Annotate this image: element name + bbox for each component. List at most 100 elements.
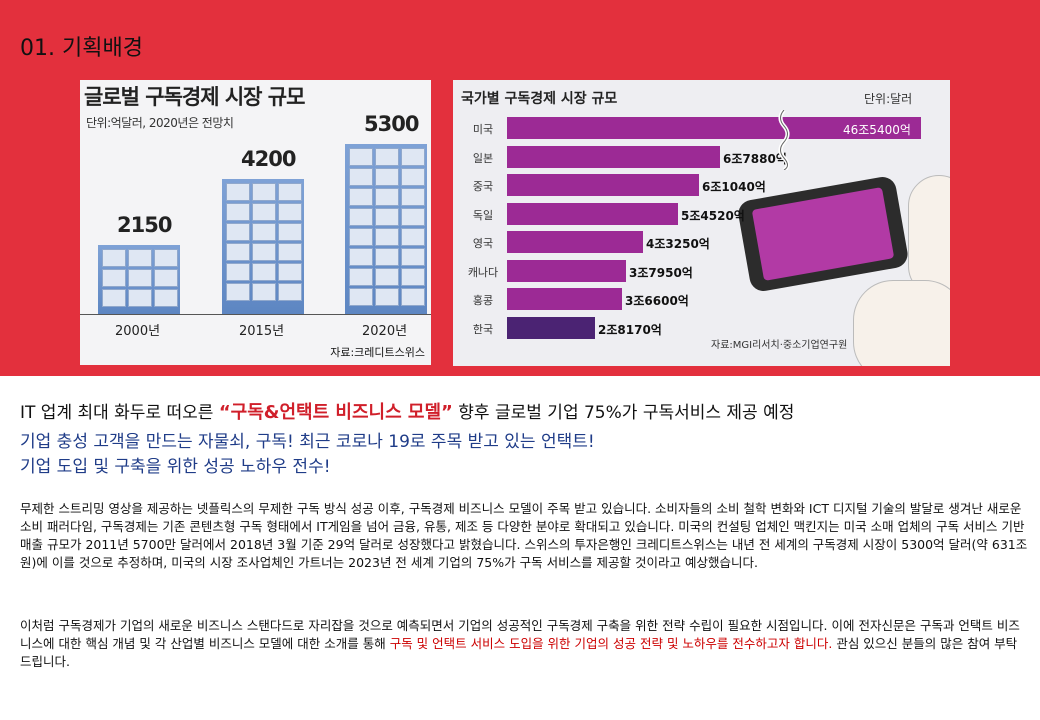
bar-block — [349, 208, 373, 226]
right-chart-category-label: 영국 — [472, 237, 494, 250]
country-market-chart: 국가별 구독경제 시장 규모 단위:달러 미국 46조5400억 일본 6조7880억… — [453, 80, 950, 366]
bar-block — [128, 269, 152, 287]
bar-block — [375, 208, 399, 226]
bar-block — [226, 263, 250, 281]
right-chart-value-label: 3조7950억 — [629, 265, 693, 280]
bar-block — [349, 268, 373, 286]
bar-block — [401, 148, 425, 166]
right-chart-bar — [507, 117, 921, 139]
bar-block — [349, 288, 373, 306]
bar-block — [252, 243, 276, 261]
right-chart-value-label: 6조1040억 — [702, 180, 766, 194]
bar-block — [252, 183, 276, 201]
bar-block — [278, 243, 302, 261]
right-chart-title: 국가별 구독경제 시장 규모 — [461, 91, 618, 107]
right-chart-bar — [507, 231, 643, 253]
left-chart-title: 글로벌 구독경제 시장 규모 — [84, 85, 305, 109]
bar-block — [102, 269, 126, 287]
bar-block — [226, 223, 250, 241]
bar-block — [128, 289, 152, 307]
bar-block — [128, 249, 152, 267]
right-chart-source: 자료:MGI리서치·중소기업연구원 — [711, 340, 848, 351]
bar-block — [401, 228, 425, 246]
paragraph-2-text: 이처럼 구독경제가 기업의 새로운 비즈니스 스탠다드로 자리잡을 것으로 예측… — [20, 618, 1020, 651]
right-chart-unit: 단위:달러 — [864, 92, 913, 106]
bar-block — [252, 263, 276, 281]
subheadline-1: 기업 충성 고객을 만드는 자물쇠, 구독! 최근 코로나 19로 주목 받고 … — [20, 432, 595, 452]
global-market-chart: 글로벌 구독경제 시장 규모 단위:억달러, 2020년은 전망치 2150 20… — [80, 80, 431, 365]
bar-block — [375, 228, 399, 246]
right-chart-category-label: 독일 — [472, 208, 494, 222]
headline-suffix: 향후 글로벌 기업 75%가 구독서비스 제공 예정 — [452, 403, 795, 423]
bar-block — [349, 228, 373, 246]
bar-block — [102, 289, 126, 307]
slide-title: 01. 기획배경 — [20, 36, 143, 61]
bar-block — [375, 148, 399, 166]
bar-block — [401, 188, 425, 206]
subheadline-2: 기업 도입 및 구축을 위한 성공 노하우 전수! — [20, 457, 331, 477]
right-chart-category-label: 한국 — [472, 322, 494, 336]
bar-block — [375, 168, 399, 186]
right-chart-category-label: 캐나다 — [467, 265, 499, 279]
right-chart-bar — [507, 316, 595, 339]
bar-block — [278, 223, 302, 241]
left-chart-axis — [80, 314, 431, 315]
left-hand-illustration — [853, 280, 950, 366]
bar-block — [154, 289, 178, 307]
bar-block — [349, 148, 373, 166]
bar-block — [401, 288, 425, 306]
left-chart-value-label: 5300 — [364, 112, 419, 136]
bar-block — [226, 283, 250, 301]
paragraph-2-closing: 관심 있으신 분들의 많은 참여 부탁 드립니다. — [20, 636, 1018, 669]
bar-block — [401, 168, 425, 186]
bar-block — [375, 268, 399, 286]
bar-block — [102, 249, 126, 267]
axis-break-icon — [778, 110, 790, 170]
bar-block — [278, 203, 302, 221]
bar-block — [278, 283, 302, 301]
bar-block — [252, 223, 276, 241]
right-chart-value-label: 3조6600억 — [625, 294, 689, 308]
bar-block — [154, 269, 178, 287]
bar-block — [252, 203, 276, 221]
paragraph-2-emphasis: 구독 및 언택트 서비스 도입을 위한 기업의 성공 전략 및 노하우를 전수하… — [389, 636, 833, 651]
body-paragraph-2: 이처럼 구독경제가 기업의 새로운 비즈니스 스탠다드로 자리잡을 것으로 예측… — [20, 617, 1030, 671]
headline: IT 업계 최대 화두로 떠오른 “구독&언택트 비즈니스 모델” 향후 글로벌… — [20, 398, 794, 424]
left-chart-value-label: 4200 — [241, 147, 296, 171]
right-hand-illustration — [908, 175, 950, 297]
right-chart-bar — [507, 288, 622, 310]
left-chart-year-label: 2015년 — [239, 324, 285, 339]
bar-block — [375, 248, 399, 266]
headline-highlight: “구독&언택트 비즈니스 모델” — [218, 402, 453, 423]
right-chart-value-label: 4조3250억 — [646, 237, 710, 251]
bar-block — [154, 249, 178, 267]
bar-block — [349, 188, 373, 206]
bar-block — [226, 183, 250, 201]
left-chart-bar — [345, 144, 427, 314]
bar-block — [375, 188, 399, 206]
left-chart-source: 자료:크레디트스위스 — [330, 346, 425, 359]
body-paragraph-1: 무제한 스트리밍 영상을 제공하는 넷플릭스의 무제한 구독 방식 성공 이후,… — [20, 501, 1028, 570]
right-chart-category-label: 일본 — [472, 151, 494, 165]
bar-block — [375, 288, 399, 306]
bar-block — [401, 248, 425, 266]
bar-block — [401, 268, 425, 286]
right-chart-value-label: 5조4520억 — [681, 208, 745, 223]
right-chart-bar — [507, 259, 626, 282]
right-chart-value-label: 2조8170억 — [598, 322, 662, 337]
right-chart-category-label: 홍콩 — [472, 294, 494, 307]
bar-block — [349, 248, 373, 266]
bar-block — [278, 183, 302, 201]
right-chart-bar — [507, 174, 699, 196]
right-chart-value-label: 6조7880억 — [723, 151, 787, 166]
left-chart-subtitle: 단위:억달러, 2020년은 전망치 — [86, 116, 234, 130]
left-chart-value-label: 2150 — [117, 213, 172, 237]
phone-screen — [751, 187, 895, 281]
right-chart-bar — [507, 145, 720, 168]
bar-block — [252, 283, 276, 301]
bar-block — [278, 263, 302, 281]
bar-block — [349, 168, 373, 186]
right-chart-bar — [507, 202, 678, 225]
headline-prefix: IT 업계 최대 화두로 떠오른 — [20, 403, 219, 423]
left-chart-bar — [222, 179, 304, 314]
